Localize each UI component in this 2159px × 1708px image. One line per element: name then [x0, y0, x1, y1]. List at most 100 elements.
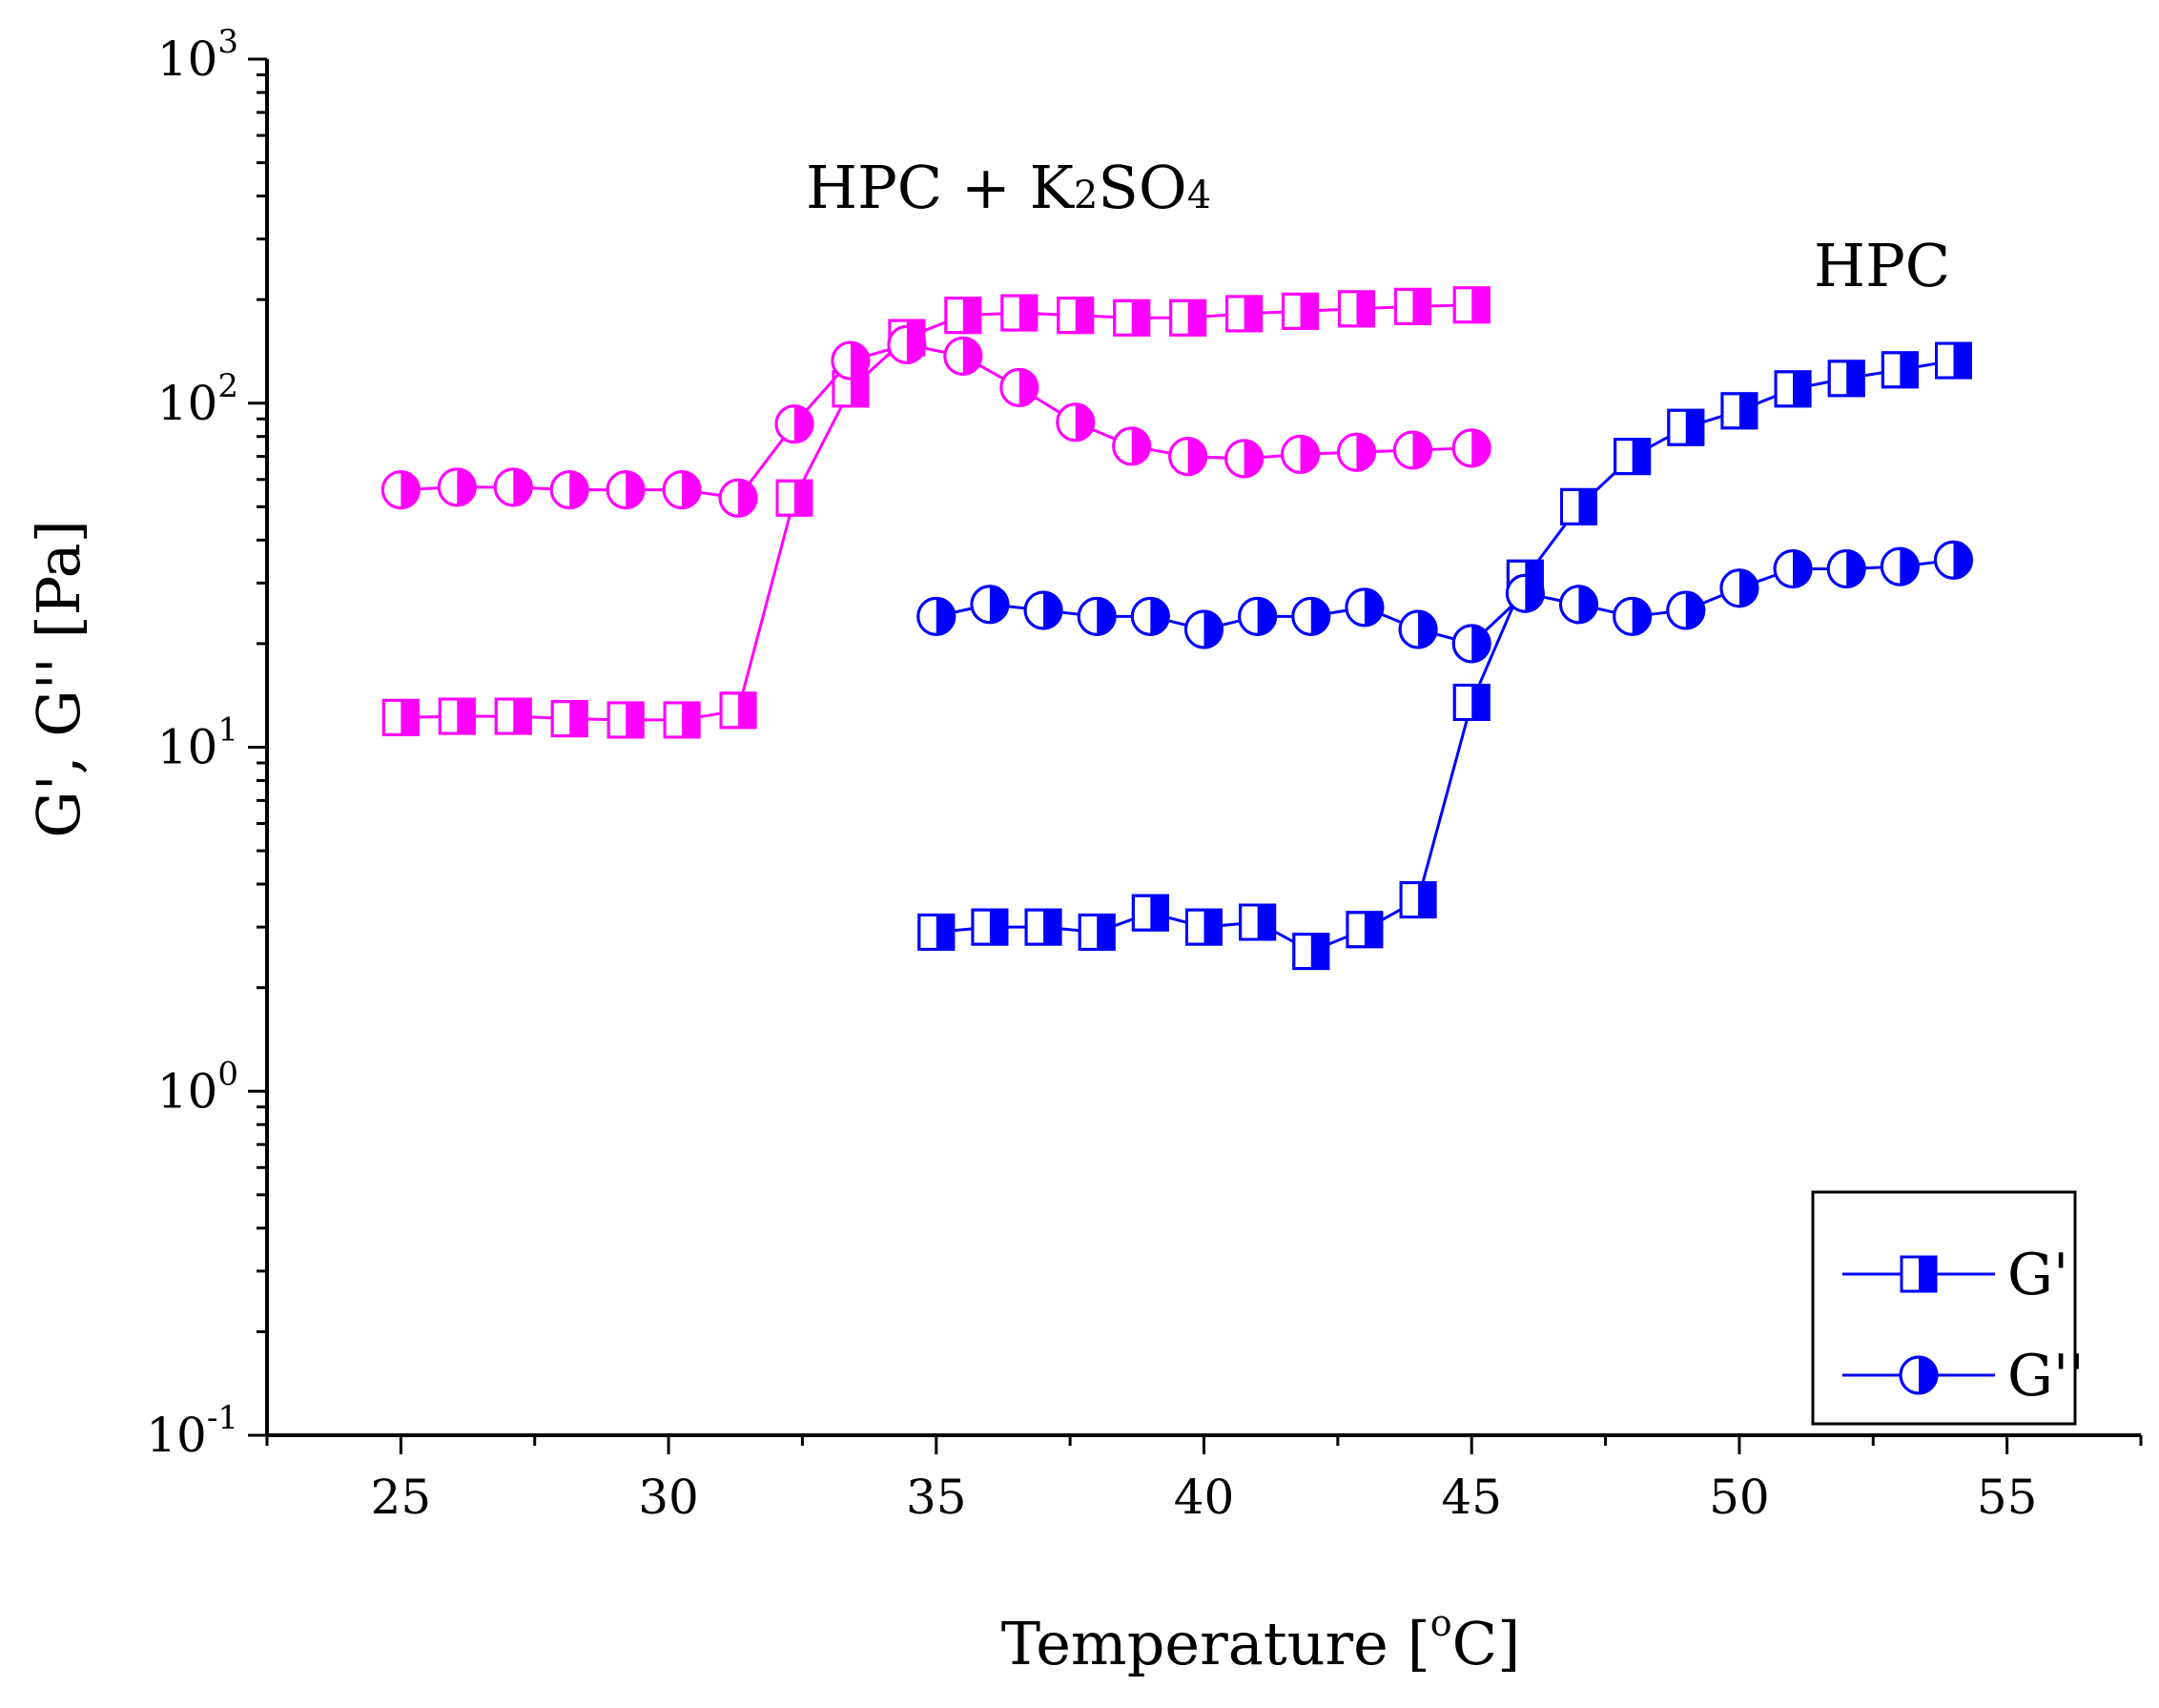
- data-point: [1560, 487, 1597, 525]
- marker-square-fill: [1418, 882, 1436, 917]
- marker-square-edge: [607, 701, 645, 739]
- data-point: [663, 701, 701, 739]
- data-point: [943, 336, 983, 376]
- marker-square-edge: [550, 700, 588, 738]
- marker-circle-edge: [1112, 426, 1152, 466]
- legend-marker-gdoubleprime: [1899, 1355, 1939, 1395]
- data-point: [606, 470, 646, 510]
- marker-circle-fill: [1356, 434, 1375, 471]
- marker-circle-fill: [1043, 591, 1062, 628]
- marker-circle-fill: [1471, 625, 1491, 662]
- marker-square-edge: [1900, 1255, 1938, 1293]
- data-point: [1934, 540, 1973, 580]
- marker-square-edge: [1614, 438, 1652, 476]
- marker-circle-edge: [1451, 428, 1491, 468]
- data-point: [1452, 683, 1491, 721]
- marker-square-edge: [1282, 292, 1320, 330]
- marker-square-fill: [1632, 439, 1650, 474]
- data-point: [437, 467, 477, 507]
- marker-circle-fill: [1525, 575, 1544, 612]
- data-point: [1169, 298, 1207, 337]
- data-point: [999, 367, 1039, 407]
- marker-circle-fill: [1846, 550, 1865, 587]
- marker-square-edge: [1024, 908, 1062, 946]
- data-point: [1826, 548, 1866, 588]
- legend-box: [1811, 1190, 2077, 1426]
- data-point: [493, 467, 533, 507]
- marker-circle-fill: [850, 342, 869, 380]
- marker-square-fill: [738, 692, 756, 728]
- marker-circle-edge: [999, 367, 1039, 407]
- marker-circle-fill: [1919, 1357, 1937, 1393]
- marker-circle-edge: [1291, 596, 1331, 636]
- data-point: [1720, 392, 1758, 430]
- marker-square-fill: [1018, 296, 1037, 331]
- marker-circle-fill: [1738, 569, 1758, 607]
- data-point: [1935, 341, 1972, 380]
- x-axis-title: Temperature [oC]: [1001, 1602, 1521, 1678]
- marker-circle-fill: [1187, 438, 1206, 475]
- marker-circle-edge: [1056, 402, 1096, 442]
- data-point: [662, 470, 702, 510]
- data-point: [1559, 585, 1598, 625]
- data-point: [1282, 292, 1320, 330]
- marker-square-edge: [719, 691, 757, 730]
- data-point: [970, 585, 1010, 625]
- data-point: [1078, 913, 1116, 951]
- marker-circle-edge: [1184, 609, 1223, 649]
- marker-circle-fill: [1150, 598, 1169, 635]
- x-ticks: 25 30 35 40 45 50 55: [265, 1435, 2143, 1525]
- data-point: [1225, 295, 1264, 333]
- x-tick-label: 40: [1174, 1470, 1235, 1525]
- marker-square-edge: [1169, 298, 1207, 337]
- marker-square-fill: [1150, 895, 1168, 931]
- marker-circle-fill: [1578, 586, 1597, 623]
- data-point: [1451, 428, 1491, 468]
- marker-circle-fill: [1257, 598, 1276, 635]
- data-point: [1880, 546, 1920, 586]
- marker-circle-edge: [718, 478, 758, 518]
- marker-circle-fill: [738, 480, 757, 517]
- marker-square-fill: [962, 298, 980, 333]
- marker-square-edge: [1827, 360, 1865, 398]
- marker-circle-fill: [962, 338, 981, 375]
- data-point: [971, 908, 1009, 946]
- data-point: [1774, 370, 1812, 408]
- marker-circle-fill: [1131, 427, 1150, 464]
- marker-circle-fill: [1018, 369, 1038, 406]
- marker-square-fill: [1685, 410, 1703, 445]
- marker-square-fill: [1131, 300, 1149, 336]
- legend: G' G'': [1811, 1190, 2085, 1426]
- data-point: [1131, 894, 1169, 932]
- y-tick-label: 101: [157, 711, 238, 775]
- annotation-hpc: HPC: [1814, 231, 1950, 300]
- data-point: [1613, 596, 1653, 636]
- marker-square-edge: [663, 701, 701, 739]
- marker-square-fill: [1412, 289, 1430, 324]
- marker-square-fill: [936, 915, 954, 950]
- marker-circle-fill: [1203, 610, 1223, 648]
- data-point: [1881, 351, 1919, 389]
- marker-square-edge: [1452, 683, 1491, 721]
- y-ticks: 10-1 100 101 102 103: [146, 23, 267, 1463]
- marker-circle-edge: [887, 324, 927, 364]
- marker-circle-edge: [1719, 568, 1759, 608]
- data-point: [1077, 596, 1117, 636]
- data-point: [1451, 624, 1491, 664]
- series-3: [916, 540, 1973, 664]
- data-point: [1292, 933, 1330, 971]
- marker-circle-edge: [1345, 587, 1385, 628]
- marker-circle-fill: [682, 471, 701, 508]
- data-point: [607, 701, 645, 739]
- marker-circle-edge: [1666, 590, 1706, 630]
- marker-square-fill: [1846, 360, 1864, 396]
- x-tick-label: 35: [906, 1470, 967, 1525]
- marker-square-edge: [381, 698, 420, 736]
- annotation-hpc-k2so4: HPC + K2SO4: [806, 153, 1211, 222]
- marker-circle-edge: [1130, 596, 1170, 636]
- marker-square-fill: [1203, 910, 1222, 945]
- marker-circle-fill: [794, 405, 813, 442]
- y-tick-label: 10-1: [146, 1399, 238, 1463]
- marker-square-fill: [1793, 371, 1811, 406]
